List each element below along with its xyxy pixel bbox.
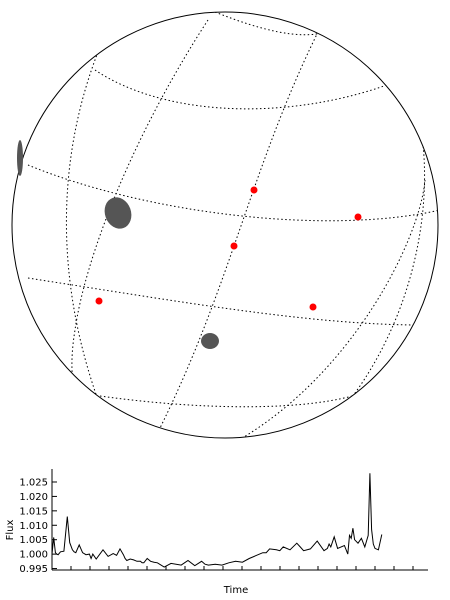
sphere-outline <box>11 11 439 439</box>
star-sphere <box>11 11 439 439</box>
latitude-line <box>99 391 366 408</box>
longitude-line <box>154 31 319 438</box>
x-ticks <box>70 566 414 570</box>
longitude-line <box>349 59 426 401</box>
y-tick-label: 1.000 <box>19 550 48 561</box>
red-marker-4 <box>95 297 103 305</box>
flux-series-line <box>51 473 383 568</box>
spot-large <box>104 197 132 229</box>
spot-limb-left <box>17 140 23 176</box>
y-tick-label: 1.020 <box>19 492 48 503</box>
red-marker-3 <box>230 242 238 250</box>
longitude-line <box>71 19 209 438</box>
longitude-line <box>229 179 426 438</box>
markers-layer <box>95 186 362 311</box>
y-axis-label: Flux <box>5 520 16 541</box>
y-tick-label: 1.010 <box>19 521 48 532</box>
red-marker-1 <box>250 186 258 194</box>
red-marker-5 <box>309 303 317 311</box>
y-tick-label: 1.015 <box>19 506 48 517</box>
spots-layer <box>17 140 219 349</box>
x-axis-label: Time <box>223 585 248 596</box>
red-marker-2 <box>354 213 362 221</box>
latitude-line <box>94 69 401 110</box>
light-curve-chart: 0.995 1.000 1.005 1.010 1.015 1.020 1.025 Flux… <box>5 469 428 596</box>
y-tick-label: 1.025 <box>19 477 48 488</box>
y-tick-label: 1.005 <box>19 535 48 546</box>
spot-small <box>201 333 219 349</box>
longitude-line <box>66 51 99 401</box>
latitude-line <box>214 12 326 36</box>
latitude-line <box>27 277 421 326</box>
latitude-line <box>27 164 438 222</box>
latitude-lines <box>27 12 438 408</box>
y-ticks: 0.995 1.000 1.005 1.010 1.015 1.020 1.025 <box>19 477 57 575</box>
y-tick-label: 0.995 <box>19 564 48 575</box>
